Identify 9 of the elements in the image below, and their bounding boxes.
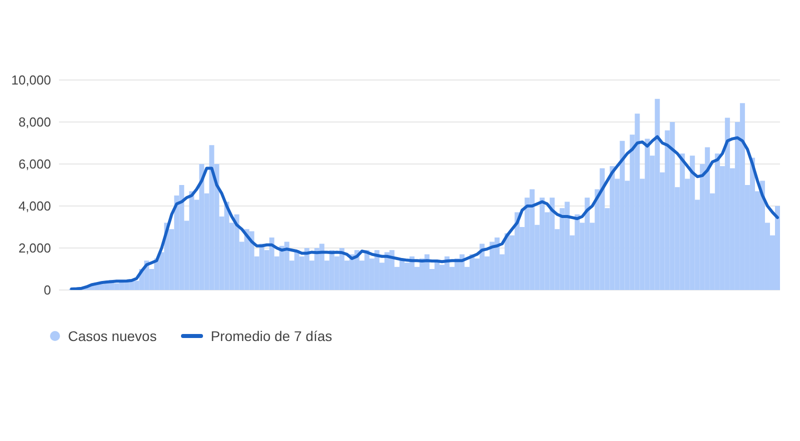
y-tick-label: 10,000 [11,72,51,88]
legend-label: Promedio de 7 días [210,328,332,344]
y-tick-label: 6,000 [18,156,51,172]
y-tick-label: 2,000 [18,240,51,256]
y-tick-label: 8,000 [18,114,51,130]
legend-label: Casos nuevos [68,328,157,344]
y-tick-label: 4,000 [18,198,51,214]
y-tick-label: 0 [44,282,51,298]
line-series [70,135,779,290]
